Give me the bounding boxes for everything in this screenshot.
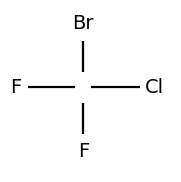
Text: Cl: Cl xyxy=(145,78,164,97)
Text: F: F xyxy=(10,78,22,97)
Text: F: F xyxy=(78,142,89,161)
Text: Br: Br xyxy=(73,14,94,33)
